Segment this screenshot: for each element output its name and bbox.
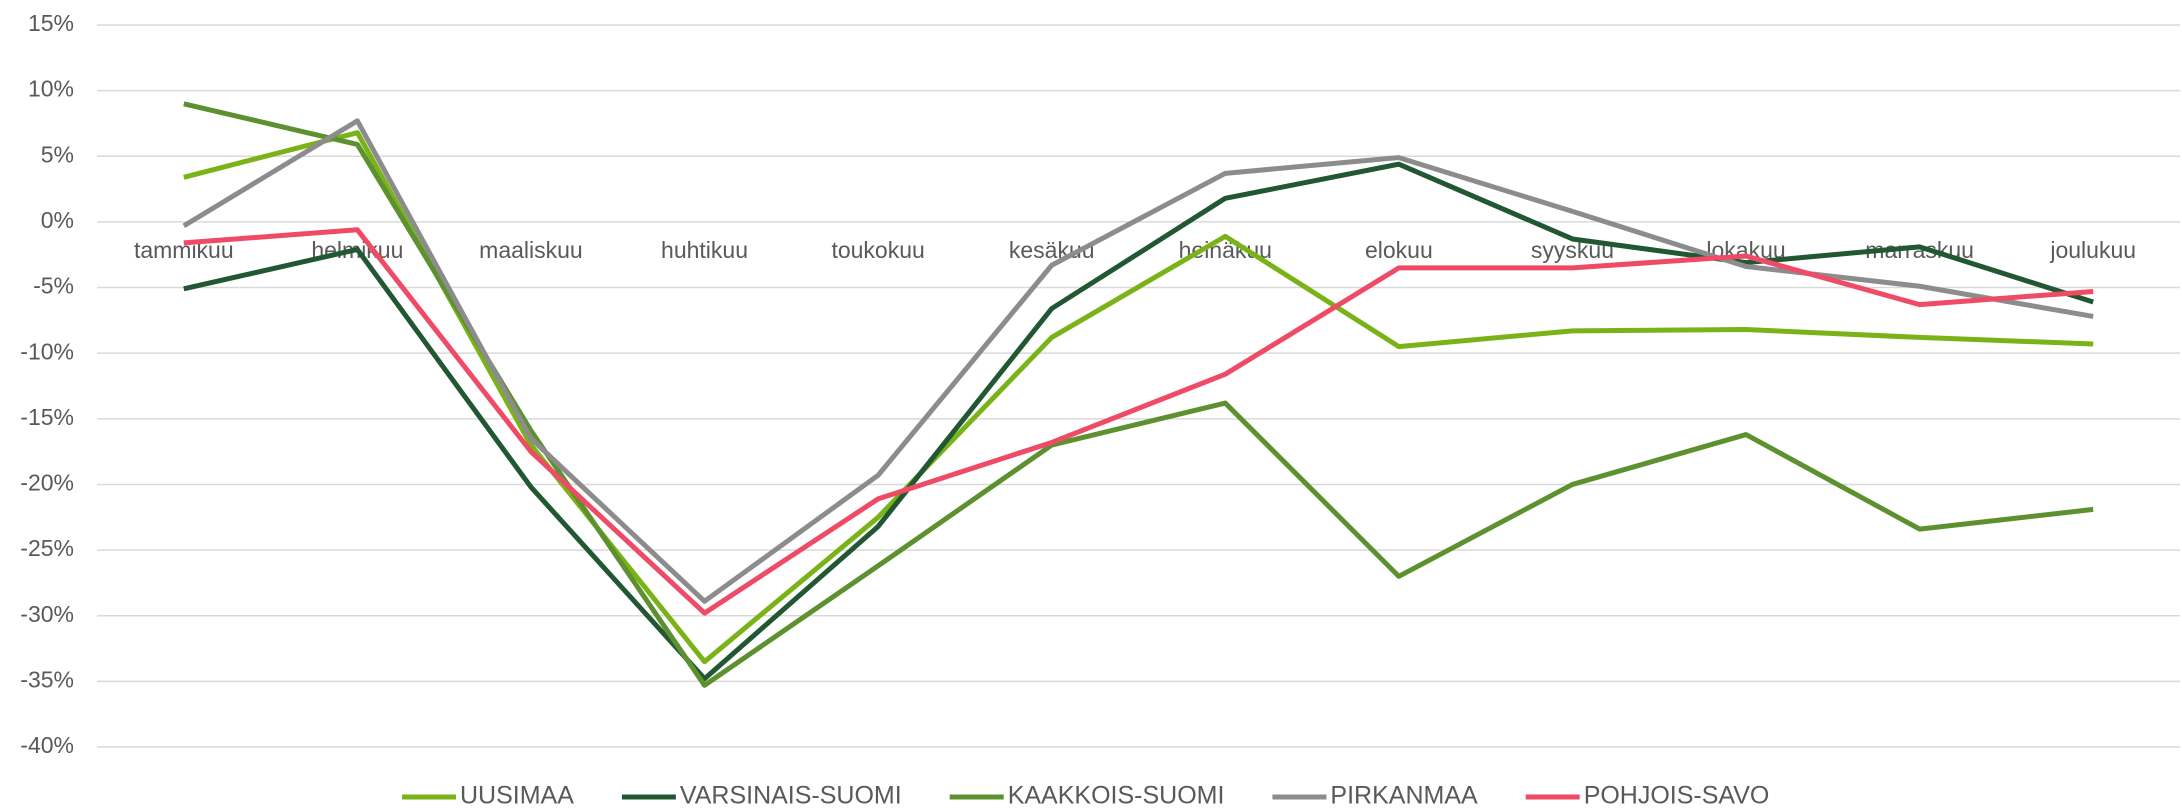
y-tick-label: 10%	[28, 76, 74, 102]
y-tick-label: -40%	[20, 732, 74, 758]
legend-label: VARSINAIS-SUOMI	[680, 782, 902, 810]
legend-label: PIRKANMAA	[1330, 782, 1478, 810]
y-tick-label: 15%	[28, 10, 74, 36]
legend-label: KAAKKOIS-SUOMI	[1008, 782, 1225, 810]
x-tick-label: huhtikuu	[661, 237, 748, 263]
x-tick-label: maaliskuu	[479, 237, 583, 263]
legend-label: UUSIMAA	[460, 782, 574, 810]
series-line	[183, 161, 2094, 682]
y-tick-label: 5%	[41, 141, 74, 167]
x-tick-label: elokuu	[1365, 237, 1433, 263]
y-tick-label: -10%	[20, 338, 74, 364]
series-line	[183, 227, 2094, 616]
series-line	[182, 118, 2094, 604]
y-tick-label: -35%	[20, 666, 74, 692]
y-tick-label: -25%	[20, 535, 74, 561]
x-tick-label: toukokuu	[831, 237, 924, 263]
y-tick-label: -30%	[20, 601, 74, 627]
y-tick-label: 0%	[41, 207, 74, 233]
x-tick-label: joulukuu	[2049, 237, 2136, 263]
series-line	[183, 130, 2094, 665]
y-tick-label: -5%	[33, 273, 74, 299]
legend-label: POHJOIS-SAVO	[1584, 782, 1770, 810]
series-line	[183, 101, 2094, 688]
y-tick-label: -15%	[20, 404, 74, 430]
y-tick-label: -20%	[20, 470, 74, 496]
